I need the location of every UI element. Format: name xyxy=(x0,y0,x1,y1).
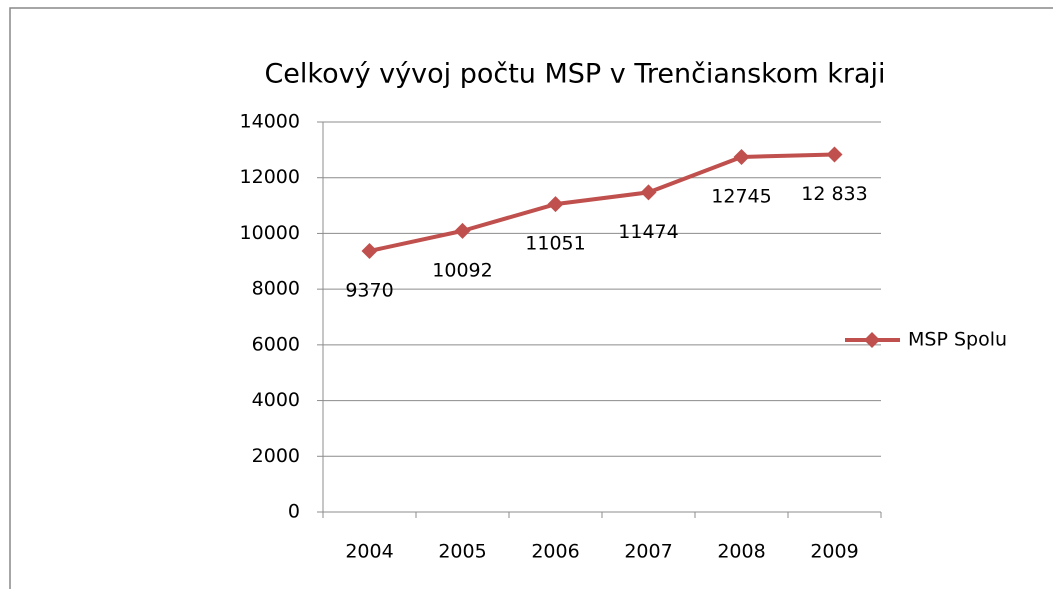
line xyxy=(369,152,835,253)
x-tick-label: 2004 xyxy=(345,541,393,563)
y-tick-label: 14000 xyxy=(240,111,300,133)
x-tick-label: 2005 xyxy=(438,541,486,563)
marker xyxy=(547,196,564,213)
y-tick-label: 8000 xyxy=(252,278,300,300)
marker xyxy=(826,146,843,163)
y-tick-label: 4000 xyxy=(252,389,300,411)
y-tick-label: 10000 xyxy=(240,222,300,244)
y-tick-label: 12000 xyxy=(240,166,300,188)
marker xyxy=(640,184,657,201)
x-tick-label: 2006 xyxy=(531,541,579,563)
y-tick-label: 2000 xyxy=(252,445,300,467)
chart-title: Celkový vývoj počtu MSP v Trenčianskom k… xyxy=(264,59,885,90)
marker xyxy=(733,148,750,165)
x-tick-label: 2009 xyxy=(810,541,858,563)
data-label: 10092 xyxy=(432,259,492,281)
chart-frame xyxy=(9,7,1053,589)
marker xyxy=(454,222,471,239)
x-tick-label: 2008 xyxy=(717,541,765,563)
data-label: 9370 xyxy=(345,279,393,301)
x-tick-label: 2007 xyxy=(624,541,672,563)
data-label: 12 833 xyxy=(801,183,867,205)
data-label: 12745 xyxy=(711,185,771,207)
data-label: 11051 xyxy=(525,233,585,255)
y-tick-label: 0 xyxy=(288,501,300,523)
legend-label: MSP Spolu xyxy=(908,329,1007,351)
data-label: 11474 xyxy=(618,221,678,243)
y-tick-label: 6000 xyxy=(252,333,300,355)
marker xyxy=(361,242,378,259)
legend-marker xyxy=(864,332,880,348)
